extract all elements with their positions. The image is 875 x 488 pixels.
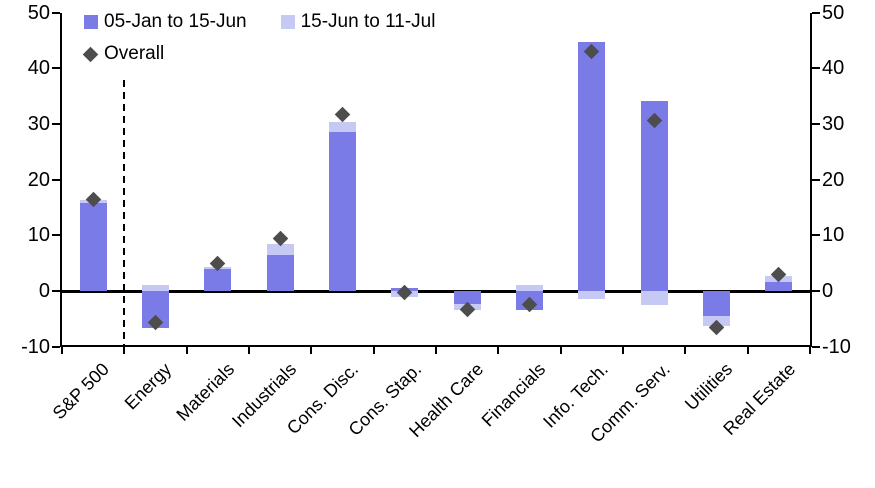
bar-segment-series1-4 — [329, 131, 356, 291]
y-tick-label-right: 40 — [822, 57, 845, 80]
y-tick-label-left: -10 — [21, 335, 50, 358]
y-tick-left — [52, 290, 60, 292]
series2-swatch-icon — [280, 15, 295, 29]
y-tick-label-left: 50 — [27, 1, 50, 24]
x-tick — [372, 346, 375, 354]
y-tick-left — [52, 234, 60, 237]
y-tick-label-right: 0 — [822, 280, 834, 302]
legend-label-series1: 05-Jan to 15-Jun — [104, 11, 247, 32]
category-label-2: Materials — [172, 359, 238, 425]
x-tick — [684, 346, 687, 354]
bar-segment-series2-9 — [640, 291, 668, 305]
legend-item-overall: Overall — [82, 42, 165, 66]
overall-diamond-icon — [82, 46, 99, 62]
y-tick-left — [52, 11, 60, 14]
x-tick — [123, 346, 126, 354]
bar-segment-series1-10 — [703, 291, 730, 316]
y-tick-label-left: 30 — [27, 112, 50, 135]
y-tick-label-right: 30 — [822, 112, 845, 135]
y-tick-right — [812, 178, 820, 181]
bar-segment-series1-11 — [765, 281, 793, 291]
category-label-10: Utilities — [681, 359, 737, 415]
x-tick — [497, 346, 500, 354]
overall-marker-5 — [397, 284, 413, 300]
bar-segment-series2-1 — [142, 284, 169, 291]
y-tick-left — [52, 345, 60, 348]
y-tick-right — [812, 11, 820, 14]
y-tick-right — [812, 234, 820, 237]
y-tick-right — [812, 122, 820, 125]
y-tick-left — [52, 178, 60, 181]
y-tick-label-right: -10 — [822, 335, 851, 358]
y-tick-label-right: 50 — [822, 1, 845, 24]
x-axis — [60, 344, 812, 347]
bar-segment-series2-4 — [329, 122, 356, 132]
x-tick — [622, 346, 624, 354]
y-tick-right — [812, 345, 820, 348]
x-tick — [809, 346, 811, 354]
y-axis-left — [60, 12, 62, 347]
y-tick-right — [812, 67, 820, 70]
series1-swatch-icon — [84, 15, 98, 29]
legend-row-1: 05-Jan to 15-Jun 15-Jun to 11-Jul — [84, 10, 469, 34]
y-tick-left — [52, 67, 60, 70]
legend-item-series2: 15-Jun to 11-Jul — [280, 10, 436, 34]
y-tick-label-right: 20 — [822, 168, 845, 191]
y-tick-label-left: 20 — [27, 168, 50, 191]
y-tick-label-left: 10 — [27, 224, 50, 247]
bar-segment-series1-9 — [640, 101, 668, 291]
category-label-0: S&P 500 — [49, 359, 114, 424]
bar-segment-series2-7 — [516, 284, 543, 291]
bar-segment-series2-8 — [578, 291, 606, 300]
bar-segment-series1-8 — [578, 42, 606, 291]
y-tick-label-left: 0 — [38, 280, 50, 302]
y-tick-right — [812, 290, 820, 292]
x-tick — [185, 346, 188, 354]
legend-label-overall: Overall — [104, 43, 165, 64]
y-tick-left — [52, 122, 60, 125]
zero-line — [62, 290, 810, 293]
legend-item-series1: 05-Jan to 15-Jun — [84, 10, 247, 34]
overall-marker-4 — [334, 106, 351, 123]
y-tick-label-left: 40 — [27, 57, 50, 80]
bar-segment-series2-3 — [266, 243, 294, 255]
bar-segment-series1-3 — [266, 254, 294, 291]
y-axis-right — [810, 12, 812, 347]
x-tick — [746, 346, 749, 354]
x-tick — [310, 346, 313, 354]
x-tick — [559, 346, 562, 354]
legend-label-series2: 15-Jun to 11-Jul — [300, 11, 436, 32]
category-label-7: Financials — [478, 359, 550, 431]
legend: 05-Jan to 15-Jun 15-Jun to 11-Jul Overal… — [82, 10, 469, 74]
bar-segment-series1-0 — [79, 202, 107, 291]
bar-segment-series1-6 — [453, 291, 481, 305]
x-tick — [61, 346, 63, 354]
legend-row-2: Overall — [82, 42, 469, 66]
y-tick-label-right: 10 — [822, 224, 845, 247]
x-tick — [248, 346, 250, 354]
separator-dashed-line — [123, 80, 126, 347]
x-tick — [435, 346, 437, 354]
category-label-1: Energy — [121, 359, 176, 414]
bar-segment-series1-2 — [204, 268, 232, 291]
